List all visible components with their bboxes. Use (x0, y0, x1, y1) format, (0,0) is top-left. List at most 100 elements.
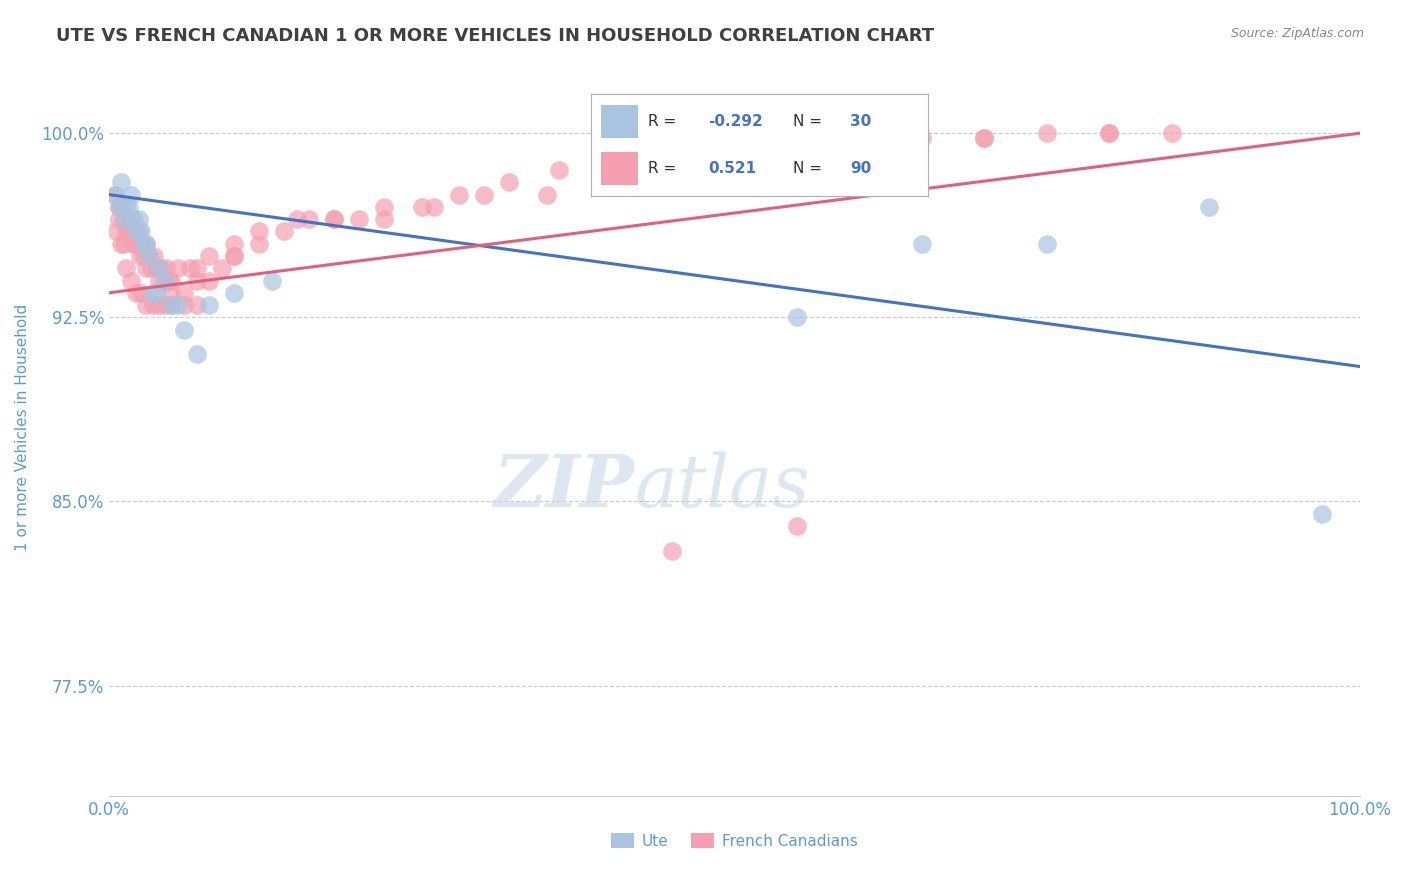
Point (125, 224, 148, 238)
Point (138, 249, 160, 263)
Point (186, 261, 208, 276)
Point (135, 236, 157, 251)
Point (598, 155, 620, 169)
Text: N =: N = (793, 114, 827, 128)
Text: atlas: atlas (634, 451, 810, 522)
Point (347, 212, 370, 227)
Point (222, 249, 245, 263)
Point (112, 212, 135, 227)
Point (661, 163, 683, 178)
Point (128, 212, 150, 227)
Point (786, 310, 808, 325)
Point (260, 274, 283, 288)
Point (323, 212, 346, 227)
Point (723, 151, 745, 165)
Point (160, 285, 183, 300)
Point (157, 274, 180, 288)
Text: R =: R = (648, 114, 681, 128)
Point (786, 145, 808, 160)
Point (186, 298, 208, 312)
Point (132, 236, 155, 251)
Point (186, 274, 208, 288)
Point (1198, 200, 1220, 214)
Y-axis label: 1 or more Vehicles in Household: 1 or more Vehicles in Household (15, 304, 30, 551)
Point (786, 519, 808, 533)
Point (148, 261, 170, 276)
Point (536, 187, 558, 202)
Point (1161, 126, 1184, 140)
Point (911, 236, 934, 251)
Point (661, 543, 683, 558)
Point (173, 323, 195, 337)
Point (148, 274, 170, 288)
Text: Source: ZipAtlas.com: Source: ZipAtlas.com (1230, 27, 1364, 40)
Point (222, 285, 245, 300)
Point (135, 236, 157, 251)
Point (155, 274, 177, 288)
Point (155, 261, 177, 276)
Point (173, 285, 195, 300)
Point (112, 236, 135, 251)
Point (222, 249, 245, 263)
Point (121, 187, 143, 202)
Point (1036, 126, 1059, 140)
Point (122, 236, 145, 251)
Point (247, 236, 270, 251)
Point (449, 187, 471, 202)
Point (298, 212, 321, 227)
Point (973, 131, 995, 145)
Point (110, 236, 132, 251)
Point (108, 200, 131, 214)
Point (132, 249, 155, 263)
Point (423, 200, 446, 214)
Point (723, 145, 745, 160)
Point (145, 261, 167, 276)
Point (1098, 126, 1121, 140)
Point (148, 298, 170, 312)
Point (121, 212, 143, 227)
Bar (600, 105, 638, 137)
Point (155, 298, 177, 312)
Point (498, 175, 520, 189)
Point (323, 212, 346, 227)
Point (222, 236, 245, 251)
Point (153, 274, 176, 288)
Point (166, 261, 188, 276)
Point (142, 298, 165, 312)
Point (104, 187, 127, 202)
Point (411, 200, 433, 214)
Point (548, 163, 571, 178)
Point (160, 298, 183, 312)
Point (122, 236, 145, 251)
Point (131, 285, 153, 300)
Point (135, 261, 157, 276)
Point (150, 261, 173, 276)
Point (138, 249, 160, 263)
Point (973, 131, 995, 145)
Point (848, 138, 870, 153)
Point (118, 224, 141, 238)
Point (911, 131, 934, 145)
Point (173, 298, 195, 312)
Point (125, 224, 148, 238)
Point (247, 224, 270, 238)
Point (135, 298, 157, 312)
Point (598, 175, 620, 189)
Point (115, 200, 138, 214)
Point (118, 229, 141, 244)
Point (179, 261, 201, 276)
Point (198, 249, 221, 263)
Point (211, 261, 233, 276)
Point (115, 224, 138, 238)
Text: -0.292: -0.292 (709, 114, 763, 128)
Point (121, 274, 143, 288)
Point (373, 200, 395, 214)
Point (661, 151, 683, 165)
Point (131, 224, 153, 238)
Point (198, 274, 221, 288)
Point (110, 200, 132, 214)
Point (128, 224, 150, 238)
Text: 0.521: 0.521 (709, 161, 756, 176)
Point (160, 274, 183, 288)
Point (104, 187, 127, 202)
